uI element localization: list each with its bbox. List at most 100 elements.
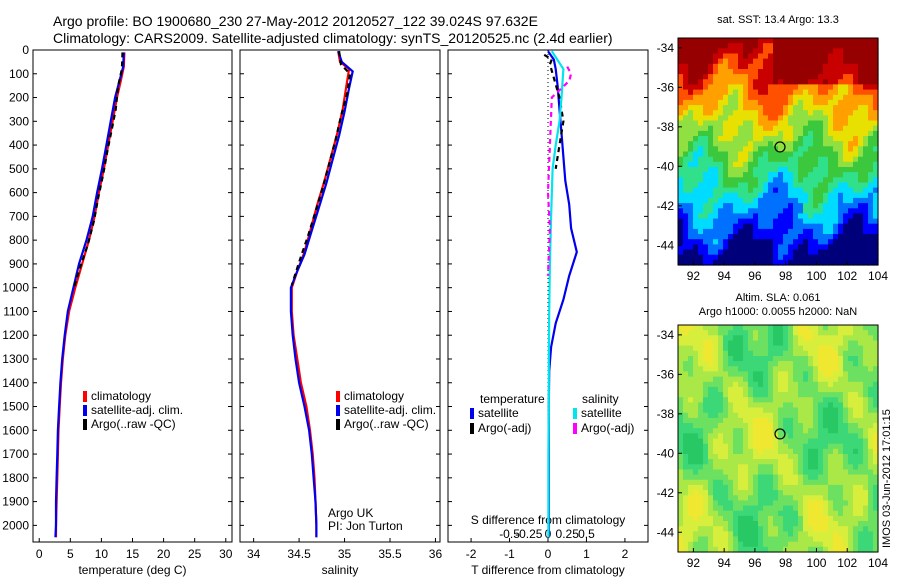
sst_map-cell bbox=[793, 48, 799, 55]
sla_map-cell bbox=[808, 479, 814, 486]
sst_map-cell bbox=[793, 63, 799, 70]
sla_map-cell bbox=[688, 345, 694, 352]
sst_map-cell bbox=[758, 192, 764, 199]
sst_map-cell bbox=[843, 69, 849, 75]
sst_map-cell bbox=[753, 177, 759, 184]
sla_map-cell bbox=[748, 510, 754, 517]
sst_map-cell bbox=[708, 197, 714, 204]
sla_map-cell bbox=[678, 325, 684, 331]
sst_map-cell bbox=[768, 254, 774, 261]
sla_map-cell bbox=[678, 521, 684, 527]
sla_map-cell bbox=[718, 402, 724, 409]
sla_map-cell bbox=[828, 350, 834, 357]
sla_map-cell bbox=[843, 366, 849, 373]
sst_map-cell bbox=[828, 187, 834, 194]
sst_map-cell bbox=[793, 141, 799, 147]
sla_map-cell bbox=[713, 515, 719, 522]
sla_map-cell bbox=[738, 510, 744, 517]
sst_map-cell bbox=[833, 74, 839, 80]
sst_map-cell bbox=[708, 213, 714, 220]
sst_map-cell bbox=[758, 120, 764, 127]
sst_map-cell bbox=[853, 208, 859, 215]
sst_map-cell bbox=[758, 187, 764, 194]
sst_map-cell bbox=[708, 69, 714, 75]
sla_map-cell bbox=[758, 479, 764, 486]
sst_map-cell bbox=[808, 141, 814, 147]
sla_map-cell bbox=[758, 376, 764, 383]
sla_map-cell bbox=[833, 428, 839, 434]
sla_map-cell bbox=[808, 469, 814, 476]
sst_map-cell bbox=[698, 213, 704, 220]
sst_map-cell bbox=[758, 63, 764, 70]
sst_map-cell bbox=[808, 120, 814, 127]
sst_map-cell bbox=[768, 177, 774, 184]
sst_map-cell bbox=[813, 69, 819, 75]
sla_map-cell bbox=[703, 361, 709, 367]
sst_map-cell bbox=[738, 74, 744, 80]
sla_map-cell bbox=[833, 325, 839, 331]
sst_map-cell bbox=[808, 74, 814, 80]
sla_map-cell bbox=[768, 433, 774, 440]
sst_map-cell bbox=[818, 125, 824, 132]
sst_map-cell bbox=[848, 38, 854, 44]
sla_map-cell bbox=[738, 397, 744, 403]
sla_map-cell bbox=[738, 469, 744, 476]
sla_map-cell bbox=[773, 412, 779, 419]
sla_map-cell bbox=[773, 417, 779, 424]
sla_map-cell bbox=[828, 423, 834, 429]
sla_map-cell bbox=[868, 417, 874, 424]
sla_map-cell bbox=[853, 459, 859, 465]
sla_map-cell bbox=[808, 500, 814, 507]
sla_map-cell bbox=[738, 433, 744, 440]
sla_map-cell bbox=[723, 412, 729, 419]
sla_map-cell bbox=[828, 438, 834, 445]
sla_map-cell bbox=[788, 433, 794, 440]
depth-tick-label: 1800 bbox=[2, 471, 29, 485]
sst_map-cell bbox=[793, 43, 799, 49]
sst_map-cell bbox=[808, 146, 814, 153]
sst_map-cell bbox=[823, 197, 829, 204]
sst_map-cell bbox=[693, 213, 699, 220]
sst_map-cell bbox=[793, 218, 799, 225]
sla_map-cell bbox=[803, 469, 809, 476]
sst_map-cell bbox=[773, 156, 779, 163]
sla_map-cell bbox=[853, 407, 859, 414]
sst_map-cell bbox=[763, 254, 769, 261]
sst_map-cell bbox=[778, 146, 784, 153]
sst_map-cell bbox=[743, 254, 749, 261]
sla_map-cell bbox=[758, 345, 764, 352]
sst_map-cell bbox=[768, 182, 774, 189]
sla_map-cell bbox=[833, 345, 839, 352]
sst_map-cell bbox=[853, 172, 859, 178]
sst_map-cell bbox=[838, 249, 844, 256]
sla_map-cell bbox=[823, 479, 829, 486]
sla_map-cell bbox=[793, 335, 799, 342]
sst_map-cell bbox=[723, 136, 729, 142]
sst_map-cell bbox=[858, 197, 864, 204]
sst_map-cell bbox=[698, 167, 704, 173]
sla_map-cell bbox=[738, 423, 744, 429]
sst_map-cell bbox=[848, 234, 854, 240]
sla_map-cell bbox=[798, 356, 804, 362]
sla_map-cell bbox=[683, 438, 689, 445]
sla_map-cell bbox=[688, 490, 694, 496]
sla_map-cell bbox=[748, 474, 754, 481]
sst_map-cell bbox=[803, 43, 809, 49]
sla_map-cell bbox=[718, 438, 724, 445]
sla_map-cell bbox=[858, 459, 864, 465]
sst_map-cell bbox=[803, 130, 809, 137]
sst_map-cell bbox=[693, 208, 699, 215]
salinity-legend-swatch bbox=[336, 405, 340, 416]
sla_map-cell bbox=[678, 381, 684, 388]
sla_map-cell bbox=[783, 423, 789, 429]
sla_map-cell bbox=[868, 536, 874, 543]
sla_map-cell bbox=[703, 433, 709, 440]
sst_map-cell bbox=[718, 197, 724, 204]
sla_map-cell bbox=[783, 505, 789, 512]
sla_map-cell bbox=[818, 495, 824, 502]
sla_map-cell bbox=[773, 541, 779, 548]
sst_map-cell bbox=[848, 94, 854, 101]
sla_map-cell bbox=[688, 356, 694, 362]
depth-tick-label: 1900 bbox=[2, 495, 29, 509]
sst_map-cell bbox=[778, 53, 784, 60]
